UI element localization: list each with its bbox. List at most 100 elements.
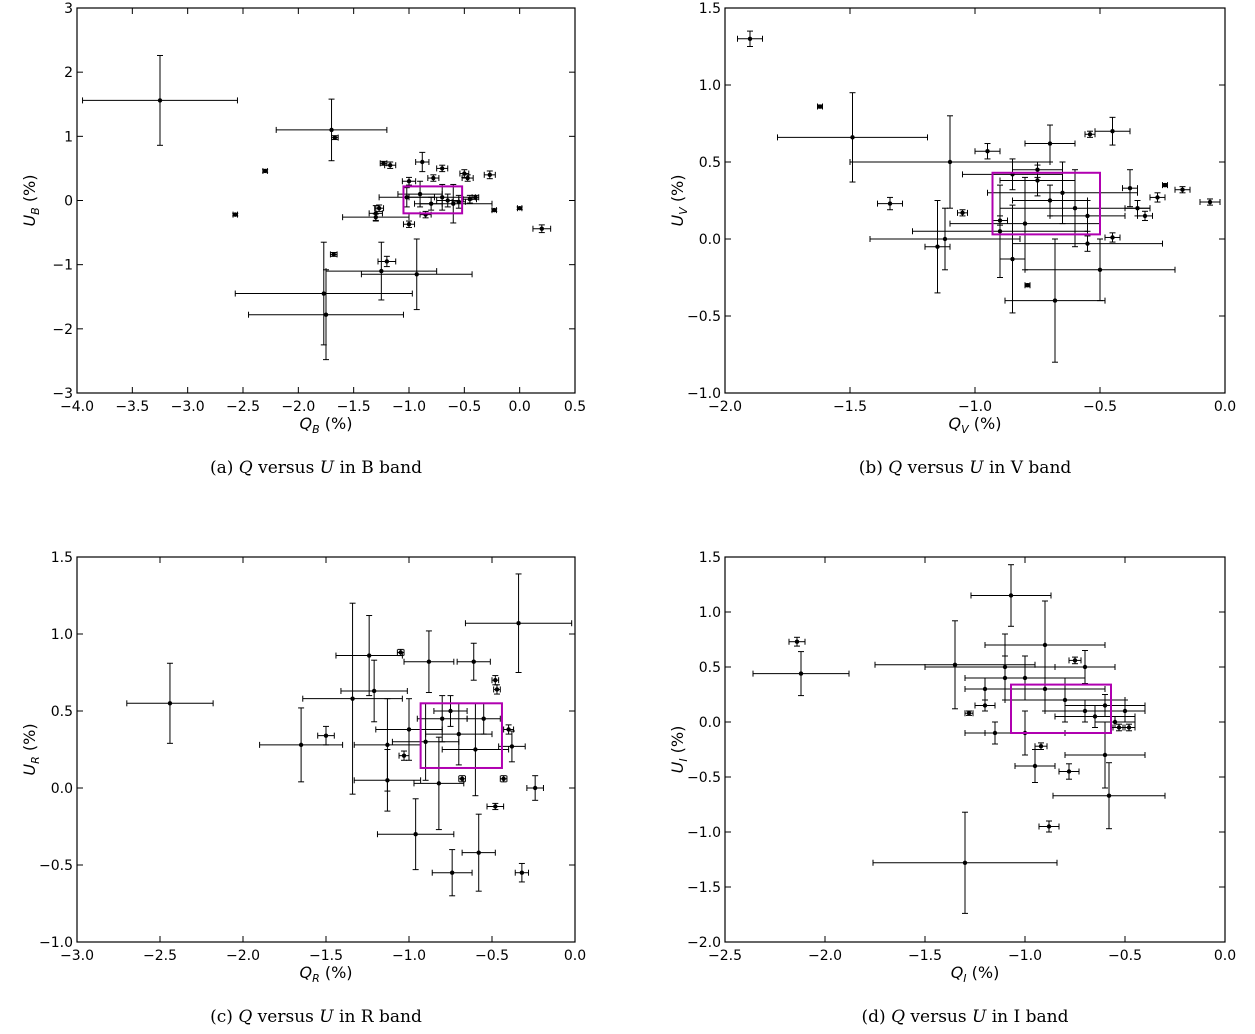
y-tick-label: 1.0: [699, 605, 721, 621]
data-point: [1034, 742, 1048, 750]
data-point: [431, 849, 473, 897]
x-axis-label: QI (%): [951, 963, 1000, 985]
x-tick-label: −3.5: [115, 399, 149, 415]
data-point: [964, 710, 974, 717]
point-marker: [473, 747, 478, 752]
point-marker: [997, 229, 1003, 234]
point-marker: [379, 268, 384, 274]
point-marker: [1052, 298, 1058, 303]
point-marker: [1066, 769, 1072, 774]
point-marker: [1162, 182, 1168, 188]
point-marker: [942, 236, 948, 242]
point-marker: [385, 742, 390, 748]
y-tick-label: −1.5: [687, 880, 721, 896]
point-marker: [157, 98, 163, 103]
x-tick-label: −2.5: [226, 399, 260, 415]
plot-frame: [724, 556, 1226, 943]
y-tick-label: 0.5: [699, 660, 721, 676]
y-tick-label: −1.0: [687, 825, 721, 841]
point-marker: [1072, 206, 1078, 211]
data-point: [999, 204, 1026, 314]
data-point: [1024, 238, 1176, 302]
point-marker: [384, 259, 390, 264]
data-point: [401, 176, 417, 186]
point-marker: [962, 860, 968, 865]
point-marker: [481, 716, 486, 721]
point-marker: [406, 727, 412, 732]
x-tick-label: −0.5: [1108, 948, 1142, 964]
data-point: [788, 636, 806, 647]
point-marker: [404, 195, 409, 200]
point-marker: [1038, 744, 1044, 749]
x-tick-label: −1.0: [958, 399, 992, 415]
x-tick-label: 0.0: [509, 399, 531, 415]
panel-d: −2.5 −2.0 −1.5 −1.0 −0.5 0.0−2.0−1.5−1.0−0.50…: [668, 550, 1236, 1027]
point-marker: [539, 226, 544, 231]
data-point: [737, 30, 763, 47]
x-axis-label: QV (%): [949, 414, 1002, 436]
y-tick-label: 0.5: [699, 155, 721, 171]
point-marker: [487, 172, 492, 178]
point-marker: [233, 212, 238, 217]
data-point: [912, 184, 1088, 278]
point-marker: [440, 716, 445, 721]
data-point: [259, 707, 344, 783]
point-marker: [476, 850, 481, 855]
point-marker: [517, 206, 522, 211]
data-point: [491, 675, 500, 686]
point-marker: [406, 179, 412, 184]
point-marker: [1106, 793, 1112, 798]
data-point: [1049, 200, 1126, 232]
point-marker: [298, 742, 304, 748]
x-tick-label: −0.5: [475, 948, 509, 964]
point-marker: [492, 207, 497, 213]
x-tick-label: −1.5: [309, 948, 343, 964]
x-tick-label: −1.0: [392, 948, 426, 964]
x-tick-label: −1.5: [337, 399, 371, 415]
data-point: [1162, 182, 1168, 189]
point-marker: [1046, 824, 1052, 829]
panel-b: −2.0 −1.5 −1.0 −0.5 0.0 −1.0 −0.5 0.0 0.5 1.0 1.5 Q…: [668, 1, 1236, 478]
point-marker: [1102, 703, 1108, 708]
point-marker: [385, 778, 390, 783]
point-marker: [1126, 725, 1132, 730]
data-point: [384, 161, 397, 169]
y-tick-label: 1.5: [51, 550, 73, 566]
point-marker: [436, 781, 442, 786]
data-point: [458, 775, 466, 783]
y-axis-label: UI (%): [668, 726, 690, 774]
y-tick-label: −0.5: [687, 309, 721, 325]
y-tick-label: −1: [52, 258, 73, 274]
point-marker: [398, 650, 403, 655]
x-tick-label: −2.0: [808, 948, 842, 964]
point-marker: [373, 214, 378, 220]
x-axis-label: QB (%): [300, 414, 353, 436]
data-point: [353, 749, 422, 812]
data-point: [874, 620, 1036, 710]
point-marker: [467, 197, 473, 202]
data-point: [1122, 169, 1138, 208]
y-tick-label: −1.0: [39, 935, 73, 951]
point-marker: [323, 733, 329, 738]
point-marker: [1035, 167, 1040, 172]
point-marker: [985, 149, 990, 154]
point-marker: [1022, 675, 1028, 681]
point-marker: [448, 708, 453, 714]
point-marker: [376, 206, 382, 211]
point-marker: [417, 191, 423, 197]
x-tick-label: −3.0: [60, 948, 94, 964]
data-point: [1122, 723, 1136, 732]
data-point: [433, 695, 468, 727]
data-point: [1124, 200, 1151, 217]
point-marker: [331, 252, 336, 257]
data-point: [1068, 656, 1082, 665]
point-marker: [426, 659, 432, 664]
data-point: [325, 241, 438, 301]
data-point: [777, 92, 928, 183]
data-point: [849, 115, 1051, 209]
point-marker: [167, 701, 173, 706]
data-point: [1052, 762, 1166, 830]
point-marker: [493, 804, 498, 809]
data-point: [329, 251, 338, 258]
data-point: [436, 164, 449, 173]
